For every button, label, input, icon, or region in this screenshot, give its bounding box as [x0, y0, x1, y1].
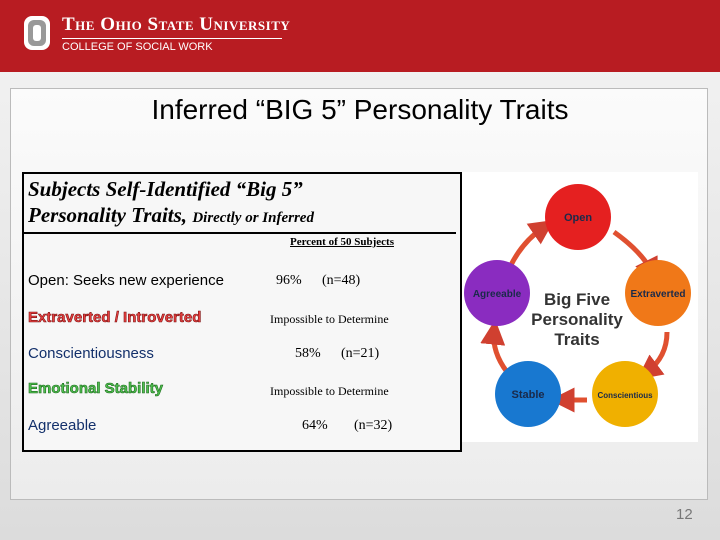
table-heading-row	[22, 172, 456, 234]
university-name: The Ohio State University	[62, 14, 291, 35]
center-label: Big Five	[544, 290, 610, 309]
heading-text: Subjects Self-Identified “Big 5” Persona…	[28, 177, 303, 227]
logo	[24, 16, 50, 50]
node-circle	[592, 361, 658, 427]
center-label: Traits	[554, 330, 599, 349]
page-number: 12	[676, 506, 693, 523]
table-box	[22, 172, 462, 452]
node-label: Extraverted	[630, 289, 685, 300]
result: Impossible to Determine	[270, 384, 389, 398]
big-five-diagram: Open Extraverted Conscientious Stable Ag…	[462, 172, 698, 442]
node-circle	[464, 260, 530, 326]
trait: Agreeable	[28, 417, 97, 434]
column-header: Percent of 50 Subjects	[290, 236, 394, 248]
header-rule	[62, 38, 282, 39]
heading-small: Directly or Inferred	[192, 210, 314, 226]
node-label: Stable	[511, 389, 544, 401]
count: (n=21)	[341, 346, 380, 361]
result: Impossible to Determine	[270, 312, 389, 326]
node-label: Open	[564, 212, 592, 224]
node-circle	[545, 184, 611, 250]
slide-title: Inferred “BIG 5” Personality Traits	[151, 94, 569, 125]
table-heading: Subjects Self-Identified “Big 5” Persona…	[28, 176, 388, 231]
header-bar	[0, 0, 720, 72]
node-circle	[625, 260, 691, 326]
trait: Emotional Stability	[28, 380, 164, 398]
trait: Extraverted / Introverted	[28, 309, 202, 327]
percent: 58%	[295, 346, 321, 361]
count: (n=48)	[322, 273, 361, 288]
percent: 96%	[276, 273, 302, 288]
node-circle	[495, 361, 561, 427]
node-label: Agreeable	[473, 289, 522, 300]
cycle-arrows	[480, 219, 670, 413]
count: (n=32)	[354, 418, 393, 433]
node-label: Conscientious	[597, 391, 653, 400]
college-name: COLLEGE OF SOCIAL WORK	[62, 41, 213, 53]
trait: Conscientiousness	[28, 345, 154, 362]
percent: 64%	[302, 418, 328, 433]
trait: Open: Seeks new experience	[28, 272, 224, 289]
center-label: Personality	[531, 310, 623, 329]
